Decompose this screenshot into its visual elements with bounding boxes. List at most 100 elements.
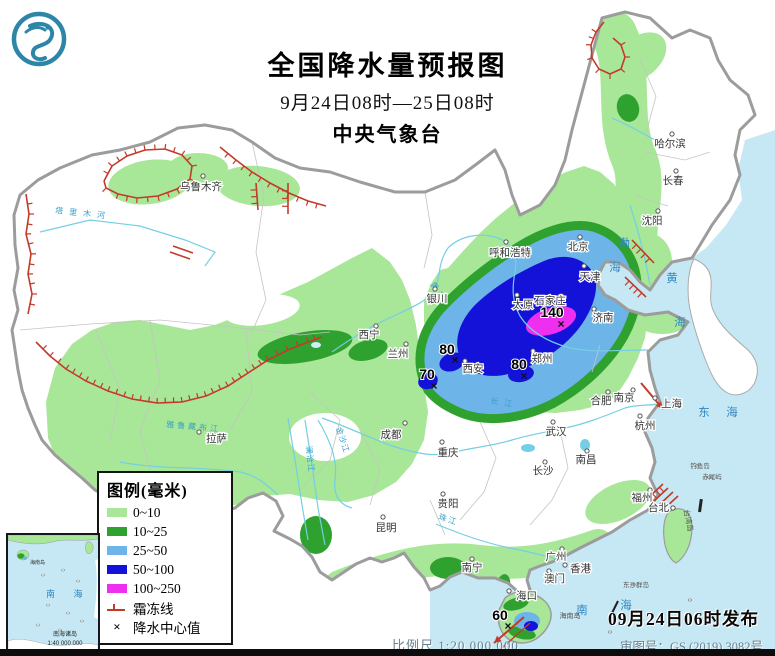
frost-tick	[148, 396, 151, 402]
dry-hole	[289, 413, 361, 461]
island-label: 东沙群岛	[623, 580, 649, 589]
wind-barb-tick	[637, 292, 643, 298]
city-label: 南京	[614, 391, 635, 404]
frost-tick	[133, 148, 137, 154]
city-label: 沈阳	[642, 214, 663, 227]
legend-items: 0~10 10~25 25~50 50~100 100~250	[107, 503, 223, 598]
city-dot	[673, 168, 679, 174]
city-dot	[581, 263, 587, 269]
city-label: 合肥	[591, 394, 612, 407]
legend-box: 图例(毫米) 0~10 10~25 25~50 50~100 100~250 霜冻线 ×…	[97, 471, 233, 645]
city-dot	[469, 556, 475, 562]
frost-tick	[27, 223, 33, 226]
frost-tick	[100, 382, 104, 388]
river-label: 雅鲁藏布江	[166, 419, 222, 434]
frost-line-icon	[107, 603, 127, 613]
river-label: 澜沧江	[304, 445, 317, 473]
path-shape	[429, 499, 446, 536]
path-shape	[435, 523, 563, 561]
cma-logo	[10, 10, 68, 68]
city-dot	[584, 448, 590, 454]
city-dot	[670, 505, 676, 511]
wind-symbols	[169, 182, 679, 649]
city-dot	[605, 389, 611, 395]
city-dot	[655, 208, 661, 214]
legend-item-frost-line: 霜冻线	[107, 598, 223, 617]
frost-tick	[305, 337, 309, 343]
frost-tick	[103, 170, 109, 175]
frost-tick	[315, 203, 318, 209]
city-label: 西宁	[359, 328, 380, 341]
city-dot	[637, 413, 643, 419]
frost-tick	[225, 381, 229, 387]
rain-zone-mid	[616, 94, 640, 122]
issue-time: 09月24日06时发布	[608, 609, 759, 629]
ellipse-shape	[688, 598, 693, 602]
path-shape	[611, 117, 669, 149]
city-label: 重庆	[438, 446, 459, 459]
frost-tick	[78, 372, 83, 378]
city-dot	[559, 546, 565, 552]
legend-item: 0~10	[107, 503, 223, 522]
legend-item: 100~250	[107, 579, 223, 598]
frost-tick	[587, 57, 593, 61]
frost-tick	[595, 68, 600, 74]
rain-zone-light	[168, 153, 228, 183]
city-label: 长沙	[533, 465, 554, 477]
frost-tick	[107, 162, 113, 167]
frost-tick	[296, 196, 300, 202]
wind-barb-tick	[636, 248, 642, 254]
precip-center-value: 60	[492, 607, 508, 623]
frost-tick	[29, 282, 36, 285]
city-dot	[439, 439, 445, 445]
frost-lines	[25, 21, 630, 404]
taiwan-island	[663, 508, 693, 564]
legend-color-swatch	[107, 546, 127, 555]
wind-arrow	[501, 622, 531, 649]
sea-label: 黄	[666, 271, 678, 285]
frost-tick	[29, 263, 35, 266]
path-shape	[591, 344, 601, 373]
precip-center-icon: ×	[113, 618, 121, 634]
wind-barb-tick	[640, 253, 646, 259]
legend-color-swatch	[107, 527, 127, 536]
frost-tick	[189, 178, 195, 182]
frost-tick	[65, 364, 70, 370]
bottom-bar	[0, 649, 775, 656]
city-label: 太原	[513, 298, 534, 311]
rain-zone-extreme	[525, 306, 577, 336]
frost-tick	[251, 364, 256, 369]
precip-center-mark: ×	[504, 619, 511, 633]
wind-barb-tick	[659, 486, 665, 493]
path-shape	[635, 195, 669, 207]
river-label: 长江	[490, 395, 519, 410]
city-label: 昆明	[376, 522, 397, 534]
rain-zone-storm	[508, 365, 534, 383]
frost-tick	[232, 159, 237, 165]
island-label: 赤尾屿	[702, 472, 722, 481]
sea-label: 渤	[618, 237, 630, 250]
frost-tick	[57, 358, 62, 363]
inset-scale-label: 1:40 000 000	[47, 641, 83, 647]
wind-barb-tick	[631, 244, 637, 250]
precip-center-value: 80	[439, 341, 455, 357]
sea-label: 南	[576, 603, 588, 617]
city-label: 银川	[427, 292, 448, 305]
city-label: 济南	[593, 311, 614, 324]
city-label: 拉萨	[206, 432, 227, 445]
precip-center-value: 70	[419, 366, 435, 382]
city-dot	[546, 568, 552, 574]
rain-zone-storm	[457, 256, 597, 376]
frost-tick	[248, 171, 253, 177]
city-dot	[196, 429, 202, 435]
path-shape	[317, 419, 353, 509]
frost-tick	[620, 68, 626, 73]
frost-tick	[42, 345, 47, 350]
wind-arrow-head	[655, 401, 663, 409]
frost-tick	[238, 372, 242, 378]
frost-tick	[265, 355, 269, 361]
map-symbol-bar	[698, 498, 703, 513]
frost-line	[103, 148, 193, 199]
path-shape	[119, 461, 279, 496]
inset-map: 海南岛 南 海 南海诸岛 1:40 000 000	[8, 535, 98, 653]
